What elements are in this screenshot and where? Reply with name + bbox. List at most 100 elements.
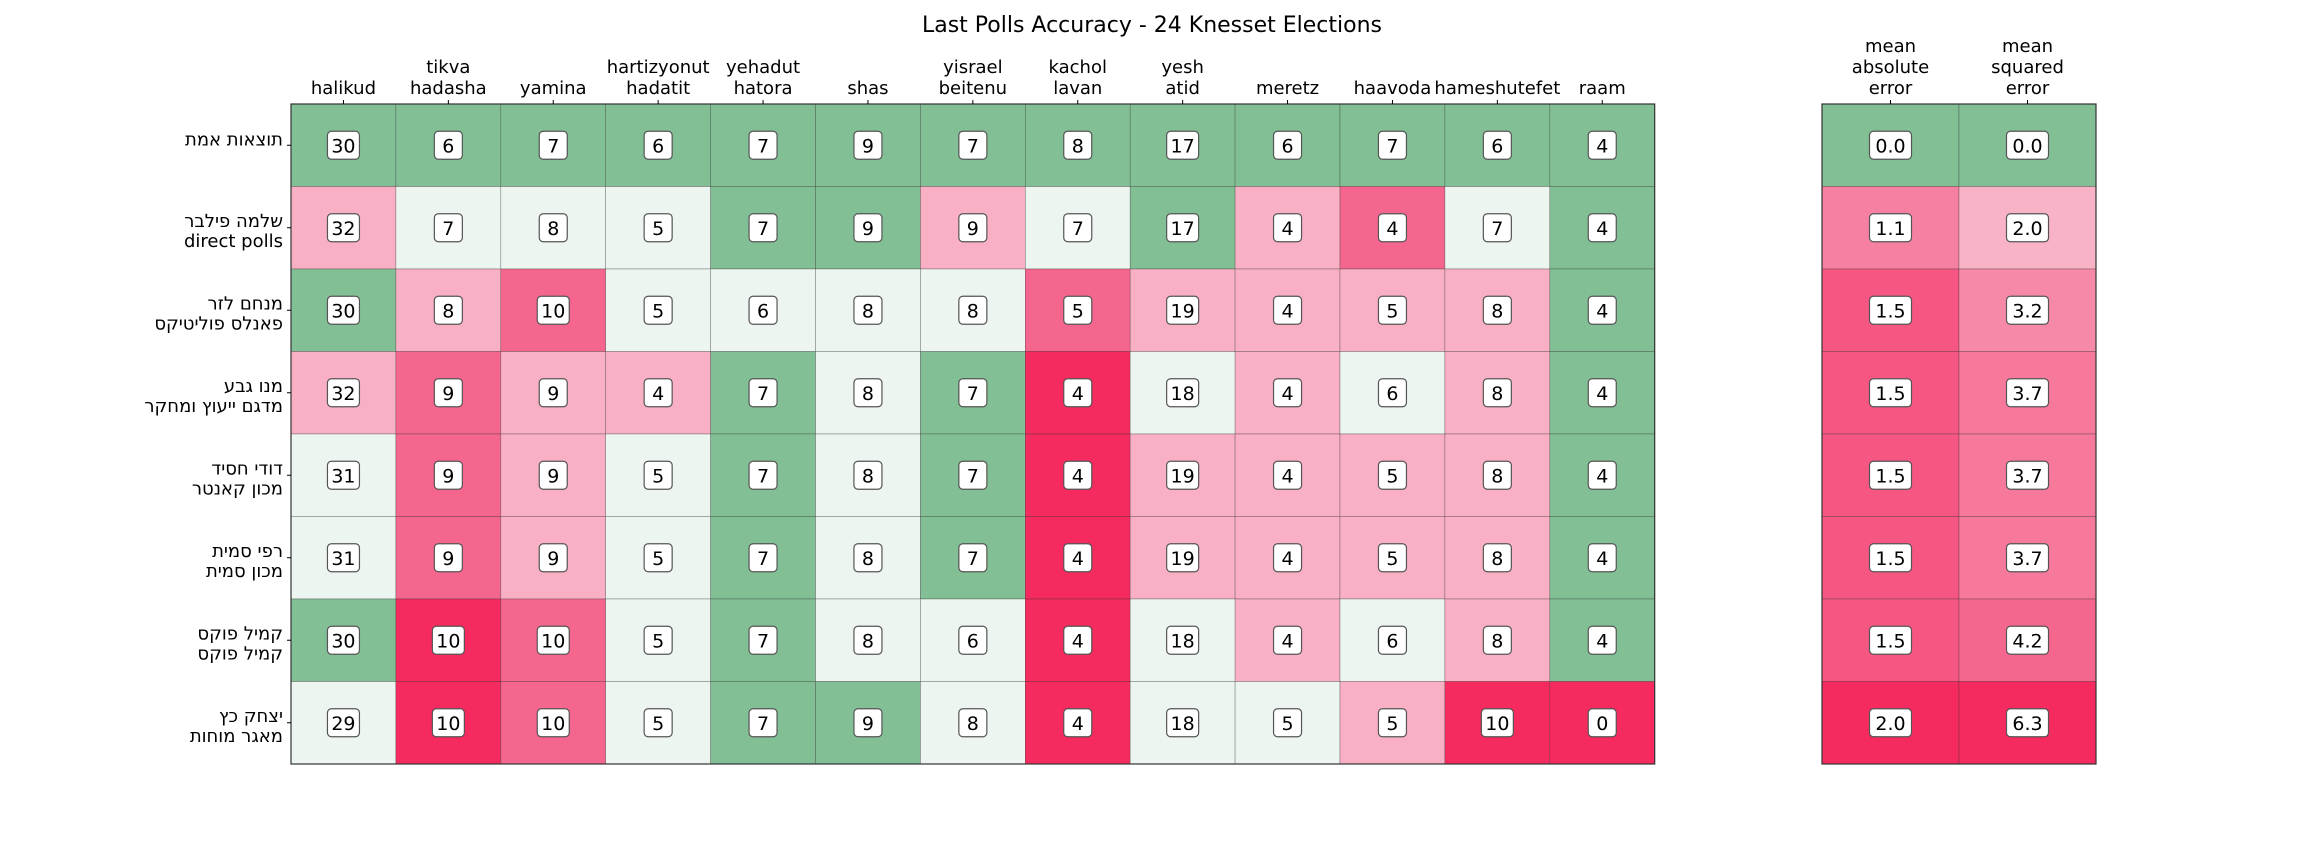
error-column-label: absolute: [1852, 57, 1929, 78]
cell-value-box: [433, 213, 463, 243]
cell-value-box: [1377, 543, 1408, 573]
error-value: 1.5: [1875, 300, 1905, 322]
cell-value: 4: [1282, 548, 1294, 570]
cell-value-box: [1063, 130, 1093, 160]
cell-value-box: [748, 378, 778, 408]
cell-value: 4: [1596, 465, 1608, 487]
cell-value: 7: [757, 218, 769, 240]
cell-value-box: [1377, 295, 1408, 325]
cell-value-box: [748, 295, 778, 325]
cell-value: 9: [862, 713, 874, 735]
row-label: מכון קאנטר: [192, 478, 283, 499]
column-label: shas: [847, 78, 888, 99]
cell-value: 5: [1386, 465, 1398, 487]
cell-value: 9: [547, 383, 559, 405]
cell-value-box: [1272, 378, 1303, 408]
error-column-label: squared: [1991, 57, 2064, 78]
row-label: יצחק כץ: [219, 706, 283, 727]
cell-value-box: [748, 130, 778, 160]
cell-value-box: [1482, 295, 1512, 325]
cell-value-box: [433, 378, 463, 408]
cell-value: 9: [442, 548, 454, 570]
cell-value: 7: [757, 135, 769, 157]
error-value: 3.2: [2012, 300, 2042, 322]
cell-value: 7: [757, 713, 769, 735]
column-label: halikud: [311, 78, 376, 99]
cell-value: 17: [1171, 135, 1195, 157]
cell-value: 5: [652, 548, 664, 570]
cell-value: 9: [547, 548, 559, 570]
cell-value-box: [536, 708, 570, 738]
cell-value: 9: [442, 383, 454, 405]
cell-value: 10: [1485, 713, 1509, 735]
cell-value-box: [1272, 295, 1303, 325]
cell-value: 29: [331, 713, 355, 735]
cell-value-box: [643, 213, 673, 243]
cell-value: 8: [442, 300, 454, 322]
cell-value-box: [1587, 378, 1617, 408]
cell-value: 31: [331, 548, 355, 570]
error-value-box: [2005, 625, 2050, 655]
error-value: 1.5: [1875, 548, 1905, 570]
column-label: meretz: [1256, 78, 1319, 99]
cell-value: 4: [1072, 548, 1084, 570]
cell-value-box: [326, 625, 361, 655]
cell-value: 8: [1072, 135, 1084, 157]
cell-value: 9: [442, 465, 454, 487]
cell-value-box: [1377, 460, 1408, 490]
cell-value-box: [643, 543, 673, 573]
cell-value: 6: [967, 630, 979, 652]
cell-value: 4: [1072, 465, 1084, 487]
error-value: 1.1: [1875, 218, 1905, 240]
column-label: hartizyonut: [607, 57, 710, 78]
cell-value: 9: [967, 218, 979, 240]
cell-value: 9: [862, 218, 874, 240]
column-label: hatora: [734, 78, 793, 99]
cell-value-box: [1272, 130, 1303, 160]
cell-value: 7: [757, 630, 769, 652]
cell-value-box: [538, 378, 568, 408]
cell-value: 19: [1171, 300, 1195, 322]
cell-value: 7: [757, 465, 769, 487]
cell-value: 8: [1491, 630, 1503, 652]
cell-value: 7: [757, 548, 769, 570]
row-label: מכון סמית: [206, 561, 283, 582]
cell-value-box: [326, 543, 361, 573]
cell-value: 6: [442, 135, 454, 157]
cell-value: 5: [652, 218, 664, 240]
error-value: 2.0: [2012, 218, 2042, 240]
column-label: haavoda: [1354, 78, 1432, 99]
cell-value-box: [1377, 378, 1408, 408]
cell-value: 19: [1171, 548, 1195, 570]
cell-value-box: [1482, 213, 1512, 243]
cell-value-box: [1587, 130, 1617, 160]
cell-value-box: [431, 625, 465, 655]
cell-value-box: [1587, 708, 1617, 738]
cell-value-box: [1272, 543, 1303, 573]
error-value: 2.0: [1875, 713, 1905, 735]
cell-value-box: [1587, 295, 1617, 325]
cell-value: 4: [1072, 630, 1084, 652]
error-value-box: [2005, 213, 2050, 243]
cell-value-box: [853, 295, 883, 325]
cell-value: 5: [1386, 300, 1398, 322]
cell-value: 8: [1491, 383, 1503, 405]
cell-value: 6: [1282, 135, 1294, 157]
error-grid-frame: [1821, 103, 2097, 765]
cell-value-box: [1272, 708, 1303, 738]
row-label: פאנלס פוליטיקס: [154, 313, 283, 334]
cell-value: 8: [862, 548, 874, 570]
error-value-box: [1868, 378, 1913, 408]
row-label: דודי חסיד: [211, 458, 283, 479]
cell-value: 9: [547, 465, 559, 487]
cell-value: 4: [1386, 218, 1398, 240]
cell-value: 8: [862, 300, 874, 322]
cell-value: 7: [967, 465, 979, 487]
cell-value: 5: [652, 300, 664, 322]
cell-value-box: [1587, 543, 1617, 573]
cell-value-box: [643, 378, 673, 408]
cell-value-box: [1272, 460, 1303, 490]
cell-value-box: [748, 213, 778, 243]
cell-value: 4: [1282, 218, 1294, 240]
row-label: קמיל פוקס: [197, 643, 283, 664]
